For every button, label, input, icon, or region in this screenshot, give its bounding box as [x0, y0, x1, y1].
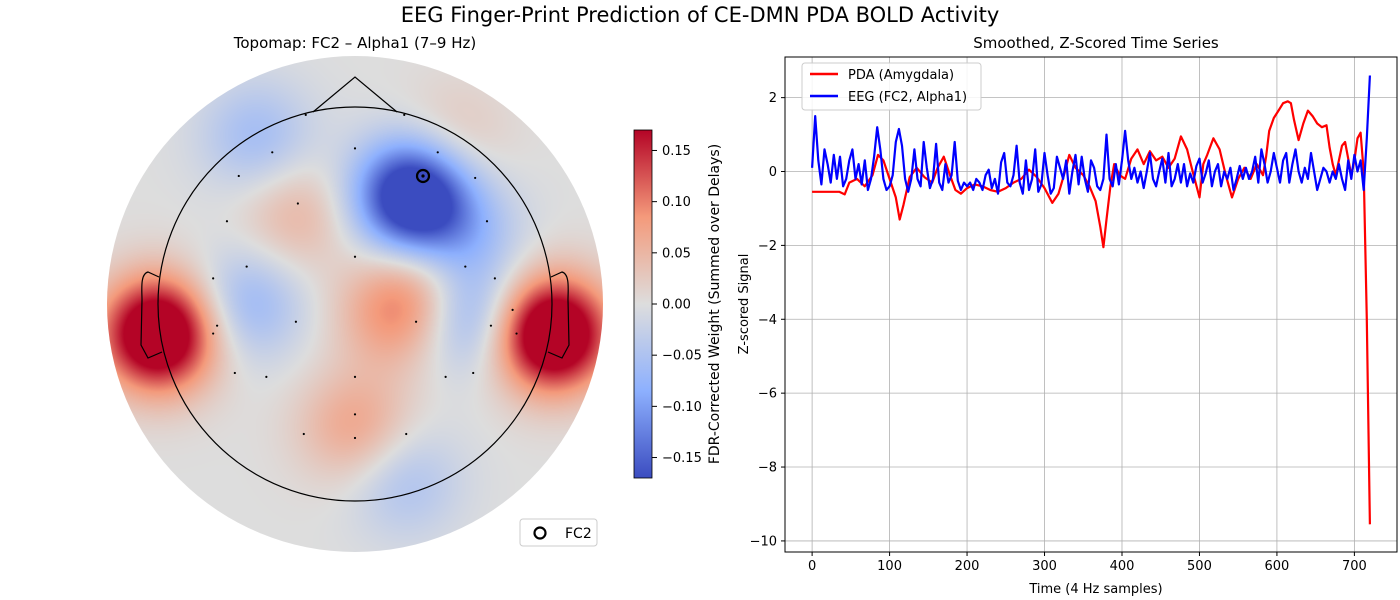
sensor-dot	[216, 324, 219, 327]
sensor-dot	[464, 265, 467, 268]
sensor-dot	[353, 255, 357, 258]
topomap-panel: Topomap: FC2 – Alpha1 (7–9 Hz) FC2	[107, 34, 603, 552]
figure-title: EEG Finger-Print Prediction of CE-DMN PD…	[401, 3, 1000, 27]
sensor-dot	[302, 432, 305, 436]
y-tick-label: −4	[758, 313, 777, 328]
legend-marker-icon	[533, 526, 547, 540]
colorbar-tick-label: −0.05	[662, 349, 702, 364]
sensor-dot	[212, 277, 215, 280]
colorbar-ticks: 0.15 0.10 0.05 0.00 −0.05 −0.10 −0.15	[652, 144, 702, 466]
topomap-heatmap	[107, 56, 603, 552]
x-tick-label: 600	[1265, 559, 1290, 574]
colorbar-label: FDR-Corrected Weight (Summed over Delays…	[707, 144, 723, 464]
y-tick-label: 0	[769, 165, 777, 180]
colorbar-gradient	[633, 129, 653, 479]
sensor-dot	[485, 220, 489, 223]
plot-frame	[784, 56, 1398, 553]
x-tick-label: 500	[1187, 559, 1212, 574]
sensor-dot	[515, 332, 518, 335]
sensor-dot	[489, 324, 493, 327]
x-axis-label: Time (4 Hz samples)	[1028, 582, 1162, 597]
colorbar: 0.15 0.10 0.05 0.00 −0.05 −0.10 −0.15 FDR-Corr…	[633, 129, 723, 479]
sensor-dot	[414, 320, 418, 323]
series-line-pda	[812, 100, 1371, 525]
colorbar-tick-label: −0.15	[662, 451, 702, 466]
sensor-dot	[265, 375, 268, 378]
x-tick-label: 0	[808, 559, 816, 574]
topomap-legend: FC2	[519, 518, 598, 547]
legend-label-fc2: FC2	[565, 526, 592, 542]
sensor-dot	[405, 432, 408, 436]
sensor-dot	[245, 265, 248, 268]
sensor-dot	[403, 113, 406, 116]
x-tick-label: 700	[1342, 559, 1367, 574]
sensor-dot	[353, 375, 357, 378]
sensor-dot	[493, 277, 496, 280]
x-tick-label: 300	[1032, 559, 1057, 574]
timeseries-panel: Smoothed, Z-Scored Time Series 0 100 200 30…	[737, 34, 1398, 597]
timeseries-legend: PDA (Amygdala) EEG (FC2, Alpha1)	[801, 62, 982, 111]
colorbar-tick-label: 0.10	[662, 195, 691, 210]
highlight-marker-center	[421, 174, 425, 178]
head-outline	[140, 76, 570, 502]
series-lines	[811, 75, 1371, 525]
y-axis-label: Z-scored Signal	[737, 254, 752, 355]
sensor-dot	[225, 220, 229, 223]
y-tick-label: −6	[758, 387, 777, 402]
sensor-dot	[472, 371, 475, 375]
topomap-title: Topomap: FC2 – Alpha1 (7–9 Hz)	[233, 34, 477, 52]
sensor-dot	[237, 174, 240, 178]
legend-box	[801, 62, 982, 111]
right-ear-outline	[547, 271, 570, 359]
colorbar-tick-label: 0.00	[662, 298, 691, 313]
sensor-dot	[304, 113, 307, 116]
sensor-dot	[353, 436, 357, 440]
y-tick-label: −10	[750, 534, 777, 549]
x-tick-label: 100	[877, 559, 902, 574]
y-tick-label: 2	[769, 91, 777, 106]
left-ear-outline	[140, 271, 163, 359]
highlight-marker-fc2[interactable]	[415, 168, 431, 184]
sensor-dot	[353, 413, 357, 416]
series-line-eeg	[811, 75, 1371, 195]
timeseries-title: Smoothed, Z-Scored Time Series	[973, 34, 1219, 52]
legend-label-pda: PDA (Amygdala)	[848, 68, 954, 83]
sensor-dot	[296, 202, 299, 205]
sensor-dot	[436, 151, 439, 154]
x-tick-label: 400	[1110, 559, 1135, 574]
sensor-dot	[511, 308, 514, 312]
legend-label-eeg: EEG (FC2, Alpha1)	[848, 90, 967, 105]
sensor-dot	[474, 176, 477, 180]
colorbar-tick-label: 0.15	[662, 144, 691, 159]
sensor-dot	[233, 371, 236, 375]
x-ticks: 0 100 200 300 400 500 600 700	[808, 552, 1367, 574]
sensor-dot	[212, 332, 215, 335]
y-ticks: 2 0 −2 −4 −6 −8 −10	[750, 91, 785, 549]
sensor-dot	[271, 151, 274, 154]
sensor-dot	[353, 147, 357, 150]
sensor-dot	[294, 320, 297, 323]
y-tick-label: −2	[758, 239, 777, 254]
sensor-markers	[212, 113, 518, 440]
nose-outline	[312, 76, 398, 113]
x-tick-label: 200	[955, 559, 980, 574]
colorbar-tick-label: 0.05	[662, 246, 691, 261]
colorbar-tick-label: −0.10	[662, 400, 702, 415]
head-circle	[157, 106, 553, 502]
y-tick-label: −8	[758, 461, 777, 476]
sensor-dot	[444, 375, 447, 378]
